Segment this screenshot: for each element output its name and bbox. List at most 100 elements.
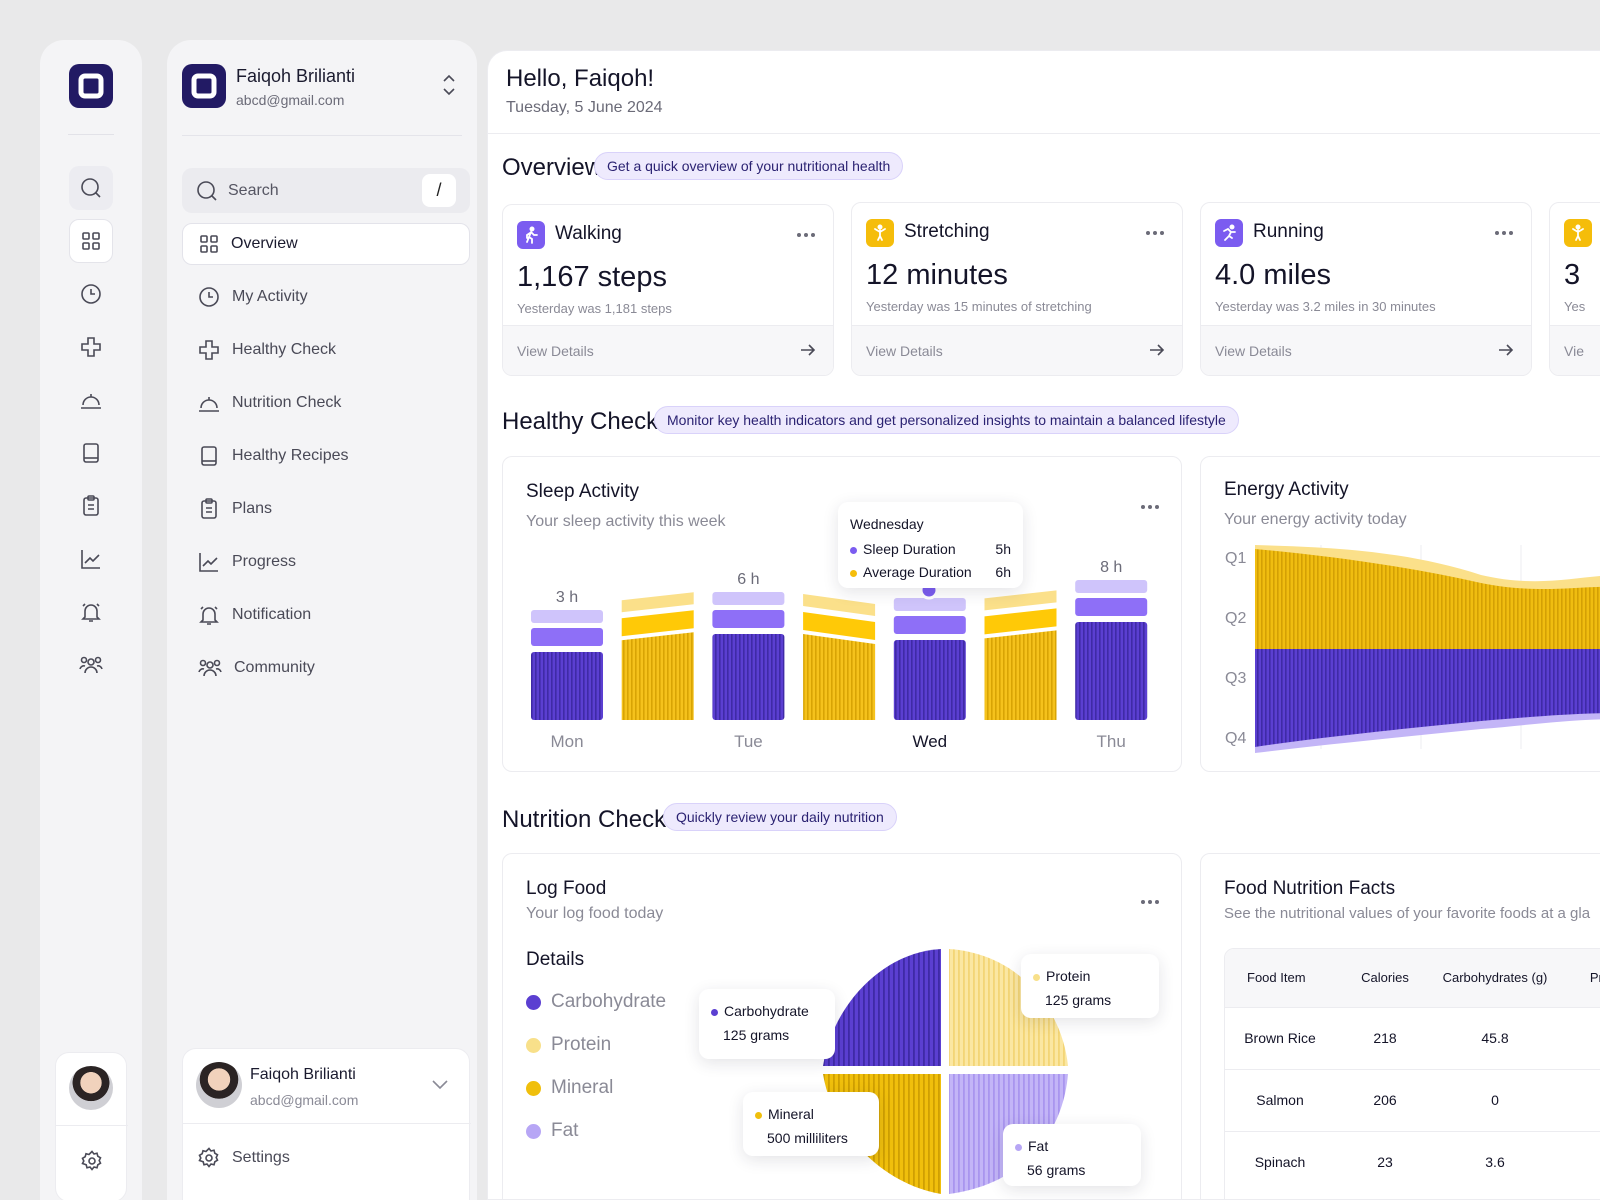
log-food-card: Log Food Your log food today Details Car…: [502, 853, 1182, 1199]
legend-dot: [526, 1037, 541, 1053]
workspace-logo-icon: [182, 64, 226, 108]
table-row[interactable]: Spinach 23 3.6: [1225, 1131, 1600, 1193]
nav-label: Community: [234, 659, 315, 676]
x-tick-label: Tue: [734, 732, 763, 751]
bar-cap: [984, 590, 1057, 611]
settings-button[interactable]: Settings: [183, 1123, 471, 1193]
table-row[interactable]: Brown Rice 218 45.8: [1225, 1007, 1600, 1069]
rail-clock-icon[interactable]: [69, 272, 113, 316]
facts-table-wrap: Food Item Calories Carbohydrates (g) Pro Br…: [1224, 948, 1600, 1199]
view-details-button[interactable]: View Details: [852, 325, 1182, 375]
tooltip-nutrient: Mineral: [755, 1106, 814, 1122]
rail-community-icon[interactable]: [69, 643, 113, 687]
nav-item-progress[interactable]: Progress: [182, 541, 470, 583]
column-header[interactable]: Calories: [1361, 970, 1409, 986]
rail-clipboard-icon[interactable]: [69, 484, 113, 528]
column-header[interactable]: Pro: [1589, 970, 1600, 986]
more-options-icon[interactable]: [1146, 231, 1164, 235]
nav-item-healthy-check[interactable]: Healthy Check: [182, 329, 470, 371]
bell-icon: [199, 606, 219, 625]
healthy-check-pill: Monitor key health indicators and get pe…: [654, 406, 1239, 434]
tooltip-avg-label: Average Duration: [863, 564, 972, 580]
nav-item-healthy-recipes[interactable]: Healthy Recipes: [182, 435, 470, 477]
app-logo-icon[interactable]: [69, 64, 113, 108]
view-details-button[interactable]: View Details: [1201, 325, 1531, 375]
account-name: Faiqoh Brilianti: [236, 66, 356, 86]
divider: [182, 135, 462, 136]
log-food-subtitle: Your log food today: [526, 905, 664, 922]
more-options-icon[interactable]: [1495, 231, 1513, 235]
more-options-icon[interactable]: [1141, 505, 1159, 509]
rail-search-icon[interactable]: [69, 166, 113, 210]
nav-item-notification[interactable]: Notification: [182, 594, 470, 636]
facts-title: Food Nutrition Facts: [1224, 878, 1396, 899]
bar-value-label: 6 h: [737, 571, 759, 588]
y-tick-label: Q4: [1225, 730, 1246, 747]
card-title: Walking: [555, 223, 622, 244]
legend-label: Protein: [551, 1034, 612, 1055]
rail-grid-icon[interactable]: [69, 219, 113, 263]
view-details-label: View Details: [866, 343, 943, 359]
more-options-icon[interactable]: [1141, 900, 1159, 904]
account-switcher-chevron-icon[interactable]: [442, 72, 456, 98]
nav-label: Progress: [232, 553, 297, 570]
card-value: 1,167 steps: [517, 261, 667, 293]
arrow-right-icon: [1150, 344, 1165, 356]
rail-bottom-panel: [55, 1052, 128, 1200]
nav-item-my-activity[interactable]: My Activity: [182, 276, 470, 318]
nutrition-check-title: Nutrition Check: [502, 806, 667, 833]
bar-value-label: 3 h: [556, 589, 578, 606]
table-cell: Salmon: [1256, 1092, 1304, 1108]
arrow-right-icon: [1499, 344, 1514, 356]
table-cell: 3.6: [1485, 1154, 1505, 1171]
nav-item-community[interactable]: Community: [182, 647, 470, 689]
view-details-label: Vie: [1564, 343, 1584, 359]
nav-item-nutrition-check[interactable]: Nutrition Check: [182, 382, 470, 424]
facts-table: Food Item Calories Carbohydrates (g) Pro Br…: [1225, 949, 1600, 1193]
view-details-label: View Details: [517, 343, 594, 359]
table-cell: 218: [1373, 1030, 1397, 1046]
x-tick-label: Thu: [1097, 732, 1126, 751]
energy-title: Energy Activity: [1224, 479, 1349, 500]
nav-item-plans[interactable]: Plans: [182, 488, 470, 530]
log-food-title: Log Food: [526, 878, 607, 899]
column-header[interactable]: Food Item: [1247, 970, 1306, 986]
rail-bell-icon[interactable]: [69, 590, 113, 634]
tooltip-avg-value: 6h: [995, 564, 1011, 580]
walking-icon: [517, 221, 545, 249]
rail-medical-cross-icon[interactable]: [69, 325, 113, 369]
rail-chart-line-icon[interactable]: [69, 537, 113, 581]
nav-label: Healthy Check: [232, 341, 337, 358]
rail-book-icon[interactable]: [69, 431, 113, 475]
rail-cloche-icon[interactable]: [69, 378, 113, 422]
tooltip-sleep-label: Sleep Duration: [863, 541, 956, 557]
nav-label: Nutrition Check: [232, 394, 342, 411]
rail-settings-gear-icon[interactable]: [81, 1150, 103, 1172]
legend-dot: [850, 546, 857, 554]
user-email: abcd@gmail.com: [250, 1092, 359, 1108]
pie-slice-protein: [949, 949, 1068, 1066]
user-name: Faiqoh Brilianti: [250, 1066, 356, 1083]
food-tooltip: Fat 56 grams: [1003, 1124, 1141, 1186]
user-menu-chevron-down-icon[interactable]: [431, 1079, 449, 1091]
nav-item-overview[interactable]: Overview: [182, 223, 470, 265]
arrow-right-icon: [801, 344, 816, 356]
view-details-button[interactable]: Vie: [1550, 325, 1600, 375]
card-subtext: Yesterday was 3.2 miles in 30 minutes: [1215, 299, 1436, 314]
bar-average: [803, 634, 876, 720]
search-icon: [197, 180, 217, 201]
stretching-icon: [1564, 219, 1592, 247]
user-avatar: [196, 1062, 242, 1108]
more-options-icon[interactable]: [797, 233, 815, 237]
search-shortcut-key: /: [422, 174, 456, 207]
view-details-button[interactable]: View Details: [503, 325, 833, 375]
energy-subtitle: Your energy activity today: [1224, 511, 1407, 528]
search-input[interactable]: Search /: [182, 168, 470, 213]
bar-segment: [531, 628, 603, 646]
bar-average: [984, 630, 1057, 720]
rail-avatar[interactable]: [69, 1066, 113, 1110]
nav-label: My Activity: [232, 288, 308, 305]
table-row[interactable]: Salmon 206 0: [1225, 1069, 1600, 1131]
bar-cap: [712, 592, 785, 605]
column-header[interactable]: Carbohydrates (g): [1442, 970, 1548, 986]
